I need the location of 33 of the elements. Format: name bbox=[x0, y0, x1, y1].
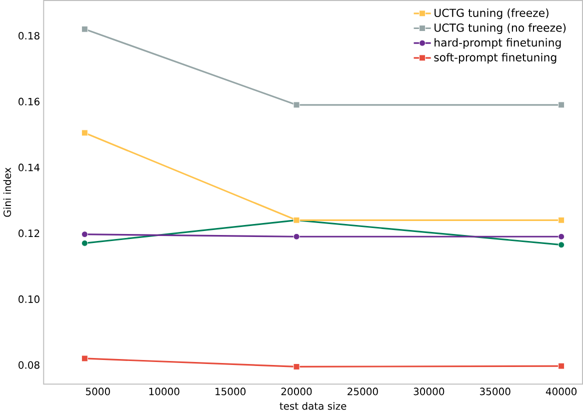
point bbox=[293, 102, 300, 108]
x-axis-title: test data size bbox=[280, 402, 346, 410]
point bbox=[558, 242, 565, 248]
x-tick-label: 20000 bbox=[281, 388, 312, 396]
legend-label: hard-prompt finetuning bbox=[434, 38, 561, 49]
y-tick-label: 0.16 bbox=[18, 98, 40, 106]
point bbox=[293, 363, 300, 370]
x-tick-label: 30000 bbox=[414, 388, 444, 396]
point bbox=[558, 233, 565, 240]
point bbox=[81, 355, 88, 362]
x-tick-label: 35000 bbox=[480, 388, 510, 396]
x-tick-label: 15000 bbox=[216, 388, 246, 396]
y-tick-label: 0.08 bbox=[18, 361, 40, 369]
y-tick-label: 0.10 bbox=[18, 295, 40, 303]
point bbox=[81, 130, 88, 136]
legend-label: soft-prompt finetuning bbox=[434, 52, 556, 64]
point bbox=[558, 362, 565, 370]
point bbox=[558, 216, 565, 224]
point bbox=[81, 240, 88, 246]
y-tick-label: 0.18 bbox=[18, 32, 40, 40]
x-tick-label: 25000 bbox=[348, 388, 378, 396]
x-tick-label: 40000 bbox=[546, 388, 577, 396]
y-axis-title: Gini index bbox=[3, 168, 12, 217]
y-tick-label: 0.14 bbox=[18, 164, 40, 172]
x-tick-label: 5000 bbox=[86, 388, 110, 396]
x-tick-label: 10000 bbox=[149, 388, 180, 396]
point bbox=[558, 102, 565, 108]
point bbox=[81, 231, 88, 238]
point bbox=[293, 233, 300, 240]
legend-label: UCTG tuning (no freeze) bbox=[434, 23, 566, 34]
y-tick-label: 0.12 bbox=[18, 229, 40, 238]
legend-label: UCTG tuning (freeze) bbox=[434, 8, 548, 20]
point bbox=[81, 26, 88, 32]
